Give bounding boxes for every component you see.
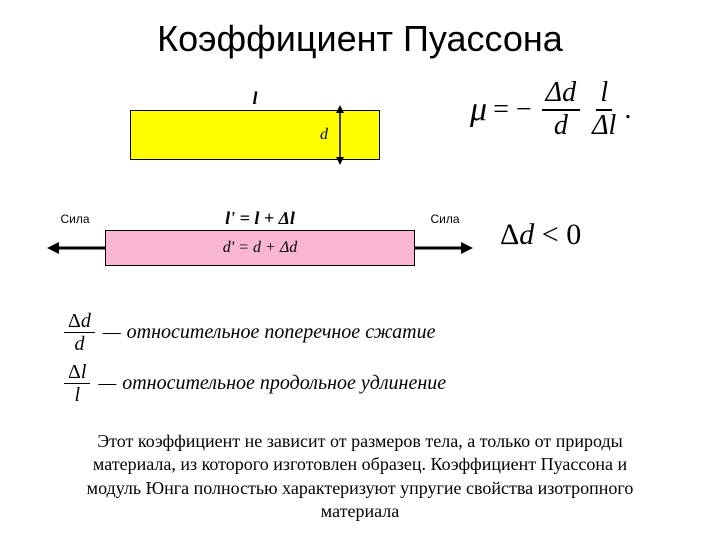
slide-title: Коэффициент Пуассона — [0, 0, 720, 60]
symbol-mu: μ — [470, 91, 487, 129]
def-transverse: Δd d — относительное поперечное сжатие — [60, 310, 446, 355]
def-frac-dl-l: Δl l — [64, 361, 90, 406]
frac-den: Δl — [588, 111, 620, 142]
frac-den: d — [550, 111, 572, 142]
inequality-dd: Δd < 0 — [500, 218, 581, 252]
fraction-l-dl: l Δl — [588, 78, 620, 142]
poisson-diagram: l d l' = l + Δl d' = d + Δd Сила Сила — [50, 80, 470, 310]
frac-num: Δd — [542, 78, 580, 111]
frac-num: l — [596, 78, 612, 111]
thickness-label-d: d — [320, 126, 328, 144]
force-arrow-left — [47, 240, 107, 256]
equals-minus: = − — [493, 94, 532, 126]
def-frac-dd-d: Δd d — [64, 310, 95, 355]
poisson-formula: μ = − Δd d l Δl . — [470, 78, 631, 142]
force-arrow-right — [413, 240, 473, 256]
period: . — [624, 94, 631, 126]
definitions: Δd d — относительное поперечное сжатие Δ… — [60, 310, 446, 412]
length-label-l: l — [252, 88, 257, 109]
def-longitudinal: Δl l — относительное продольное удлинени… — [60, 361, 446, 406]
force-right-label: Сила — [430, 212, 459, 226]
def-text-longitudinal: относительное продольное удлинение — [122, 372, 446, 395]
def-dash: — — [98, 372, 116, 395]
def-text-transverse: относительное поперечное сжатие — [127, 321, 436, 344]
length-label-lprime: l' = l + Δl — [225, 208, 295, 229]
force-left-label: Сила — [60, 212, 89, 226]
def-dash: — — [103, 321, 121, 344]
thickness-label-dprime: d' = d + Δd — [223, 239, 297, 257]
thickness-arrow — [332, 105, 348, 165]
fraction-dd-d: Δd d — [542, 78, 580, 142]
explanation-text: Этот коэффициент не зависит от размеров … — [80, 430, 640, 524]
